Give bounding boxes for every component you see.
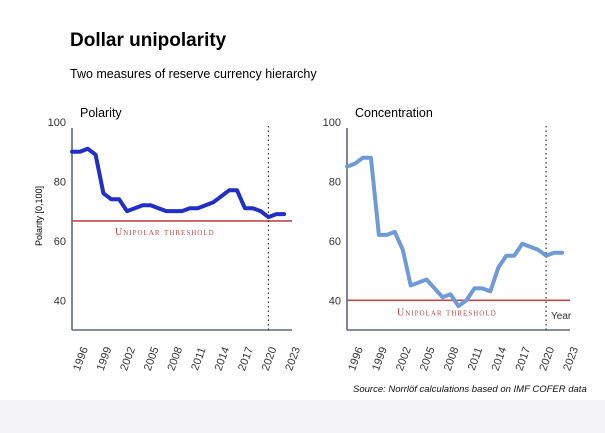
y-tick-label: 60 bbox=[54, 236, 66, 248]
x-tick-label: 1999 bbox=[95, 345, 115, 372]
x-axis-label: Year bbox=[551, 311, 572, 322]
chart-title: Dollar unipolarity bbox=[70, 30, 227, 51]
y-tick-label: 80 bbox=[329, 176, 341, 188]
x-tick-label: 2011 bbox=[189, 346, 208, 372]
series-line bbox=[70, 146, 287, 220]
x-tick-label: 2023 bbox=[283, 345, 303, 372]
x-tick-label: 2020 bbox=[537, 345, 557, 372]
x-tick-label: 2008 bbox=[165, 345, 185, 372]
x-tick-label: 2017 bbox=[236, 345, 256, 372]
x-tick-label: 2005 bbox=[142, 345, 162, 372]
x-tick-label: 2002 bbox=[394, 345, 414, 372]
source-note: Source: Norrlöf calculations based on IM… bbox=[353, 384, 587, 395]
x-tick-label: 2020 bbox=[260, 345, 280, 372]
y-tick-label: 80 bbox=[54, 176, 66, 188]
x-tick-label: 2014 bbox=[213, 345, 233, 372]
y-tick-label: 100 bbox=[48, 117, 66, 129]
panel-title: Concentration bbox=[355, 106, 433, 120]
x-tick-label: 2008 bbox=[442, 345, 462, 372]
y-axis-label: Polarity [0,100] bbox=[34, 186, 44, 246]
x-tick-label: 2002 bbox=[118, 345, 138, 372]
x-tick-label: 2011 bbox=[466, 346, 485, 372]
y-tick-label: 40 bbox=[54, 295, 66, 307]
threshold-label: Unipolar threshold bbox=[115, 227, 215, 238]
y-tick-label: 60 bbox=[329, 236, 341, 248]
bottom-band bbox=[0, 400, 605, 433]
x-tick-label: 1999 bbox=[370, 345, 390, 372]
x-tick-label: 2023 bbox=[561, 345, 581, 372]
series-line bbox=[345, 155, 564, 309]
chart-subtitle: Two measures of reserve currency hierarc… bbox=[70, 67, 317, 81]
panel-title: Polarity bbox=[80, 106, 122, 120]
x-tick-label: 2005 bbox=[418, 345, 438, 372]
y-tick-label: 40 bbox=[329, 295, 341, 307]
y-tick-label: 100 bbox=[323, 117, 341, 129]
threshold-label: Unipolar threshold bbox=[397, 307, 497, 318]
x-tick-label: 1996 bbox=[346, 345, 366, 372]
x-tick-label: 2017 bbox=[514, 345, 534, 372]
x-tick-label: 2014 bbox=[490, 345, 510, 372]
x-tick-label: 1996 bbox=[71, 345, 91, 372]
